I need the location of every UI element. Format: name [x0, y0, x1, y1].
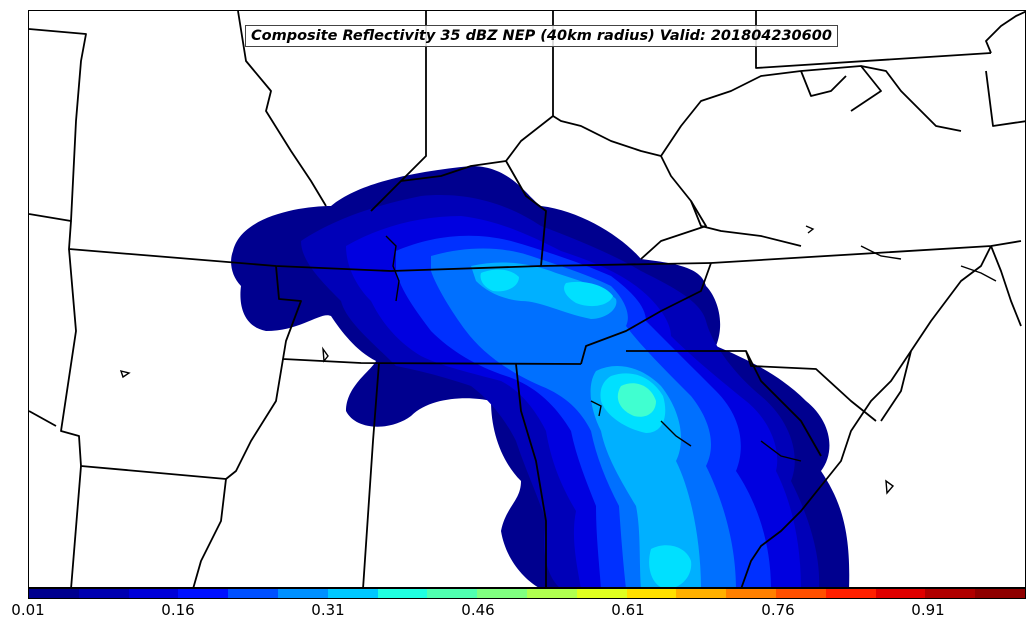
- colorbar-segment: [377, 589, 428, 598]
- colorbar-segment: [825, 589, 876, 598]
- map-title: Composite Reflectivity 35 dBZ NEP (40km …: [245, 25, 838, 47]
- colorbar-segment: [676, 589, 727, 598]
- colorbar-segment: [875, 589, 926, 598]
- probability-colorbar: [28, 588, 1026, 599]
- state-boundaries: [29, 11, 1025, 587]
- colorbar-segment: [327, 589, 378, 598]
- reflectivity-map: [29, 11, 1025, 587]
- colorbar-segment: [726, 589, 776, 598]
- colorbar-tick-label: 0.76: [761, 601, 795, 619]
- colorbar-segment: [775, 589, 826, 598]
- map-frame: Composite Reflectivity 35 dBZ NEP (40km …: [28, 10, 1026, 588]
- colorbar-segment: [228, 589, 278, 598]
- colorbar-tick-label: 0.01: [11, 601, 45, 619]
- rivers-lakes: [119, 225, 997, 495]
- colorbar-segment: [78, 589, 129, 598]
- colorbar-tick-label: 0.16: [161, 601, 195, 619]
- colorbar-tick-label: 0.31: [311, 601, 345, 619]
- colorbar-segment: [477, 589, 527, 598]
- colorbar-segment: [626, 589, 677, 598]
- colorbar-segment: [576, 589, 627, 598]
- colorbar-segment: [526, 589, 577, 598]
- colorbar-segment: [975, 589, 1025, 598]
- nep-band-7: [480, 269, 692, 587]
- colorbar-segment: [427, 589, 478, 598]
- colorbar-segment: [128, 589, 179, 598]
- colorbar-segment: [925, 589, 976, 598]
- nep-probability-field: [231, 166, 850, 587]
- colorbar-tick-label: 0.46: [461, 601, 495, 619]
- colorbar-tick-label: 0.61: [611, 601, 645, 619]
- nep-band-6: [471, 262, 701, 587]
- colorbar-tick-label: 0.91: [911, 601, 945, 619]
- colorbar-segment: [178, 589, 229, 598]
- nep-band-8: [617, 383, 656, 417]
- colorbar-segment: [29, 589, 79, 598]
- colorbar-segment: [277, 589, 328, 598]
